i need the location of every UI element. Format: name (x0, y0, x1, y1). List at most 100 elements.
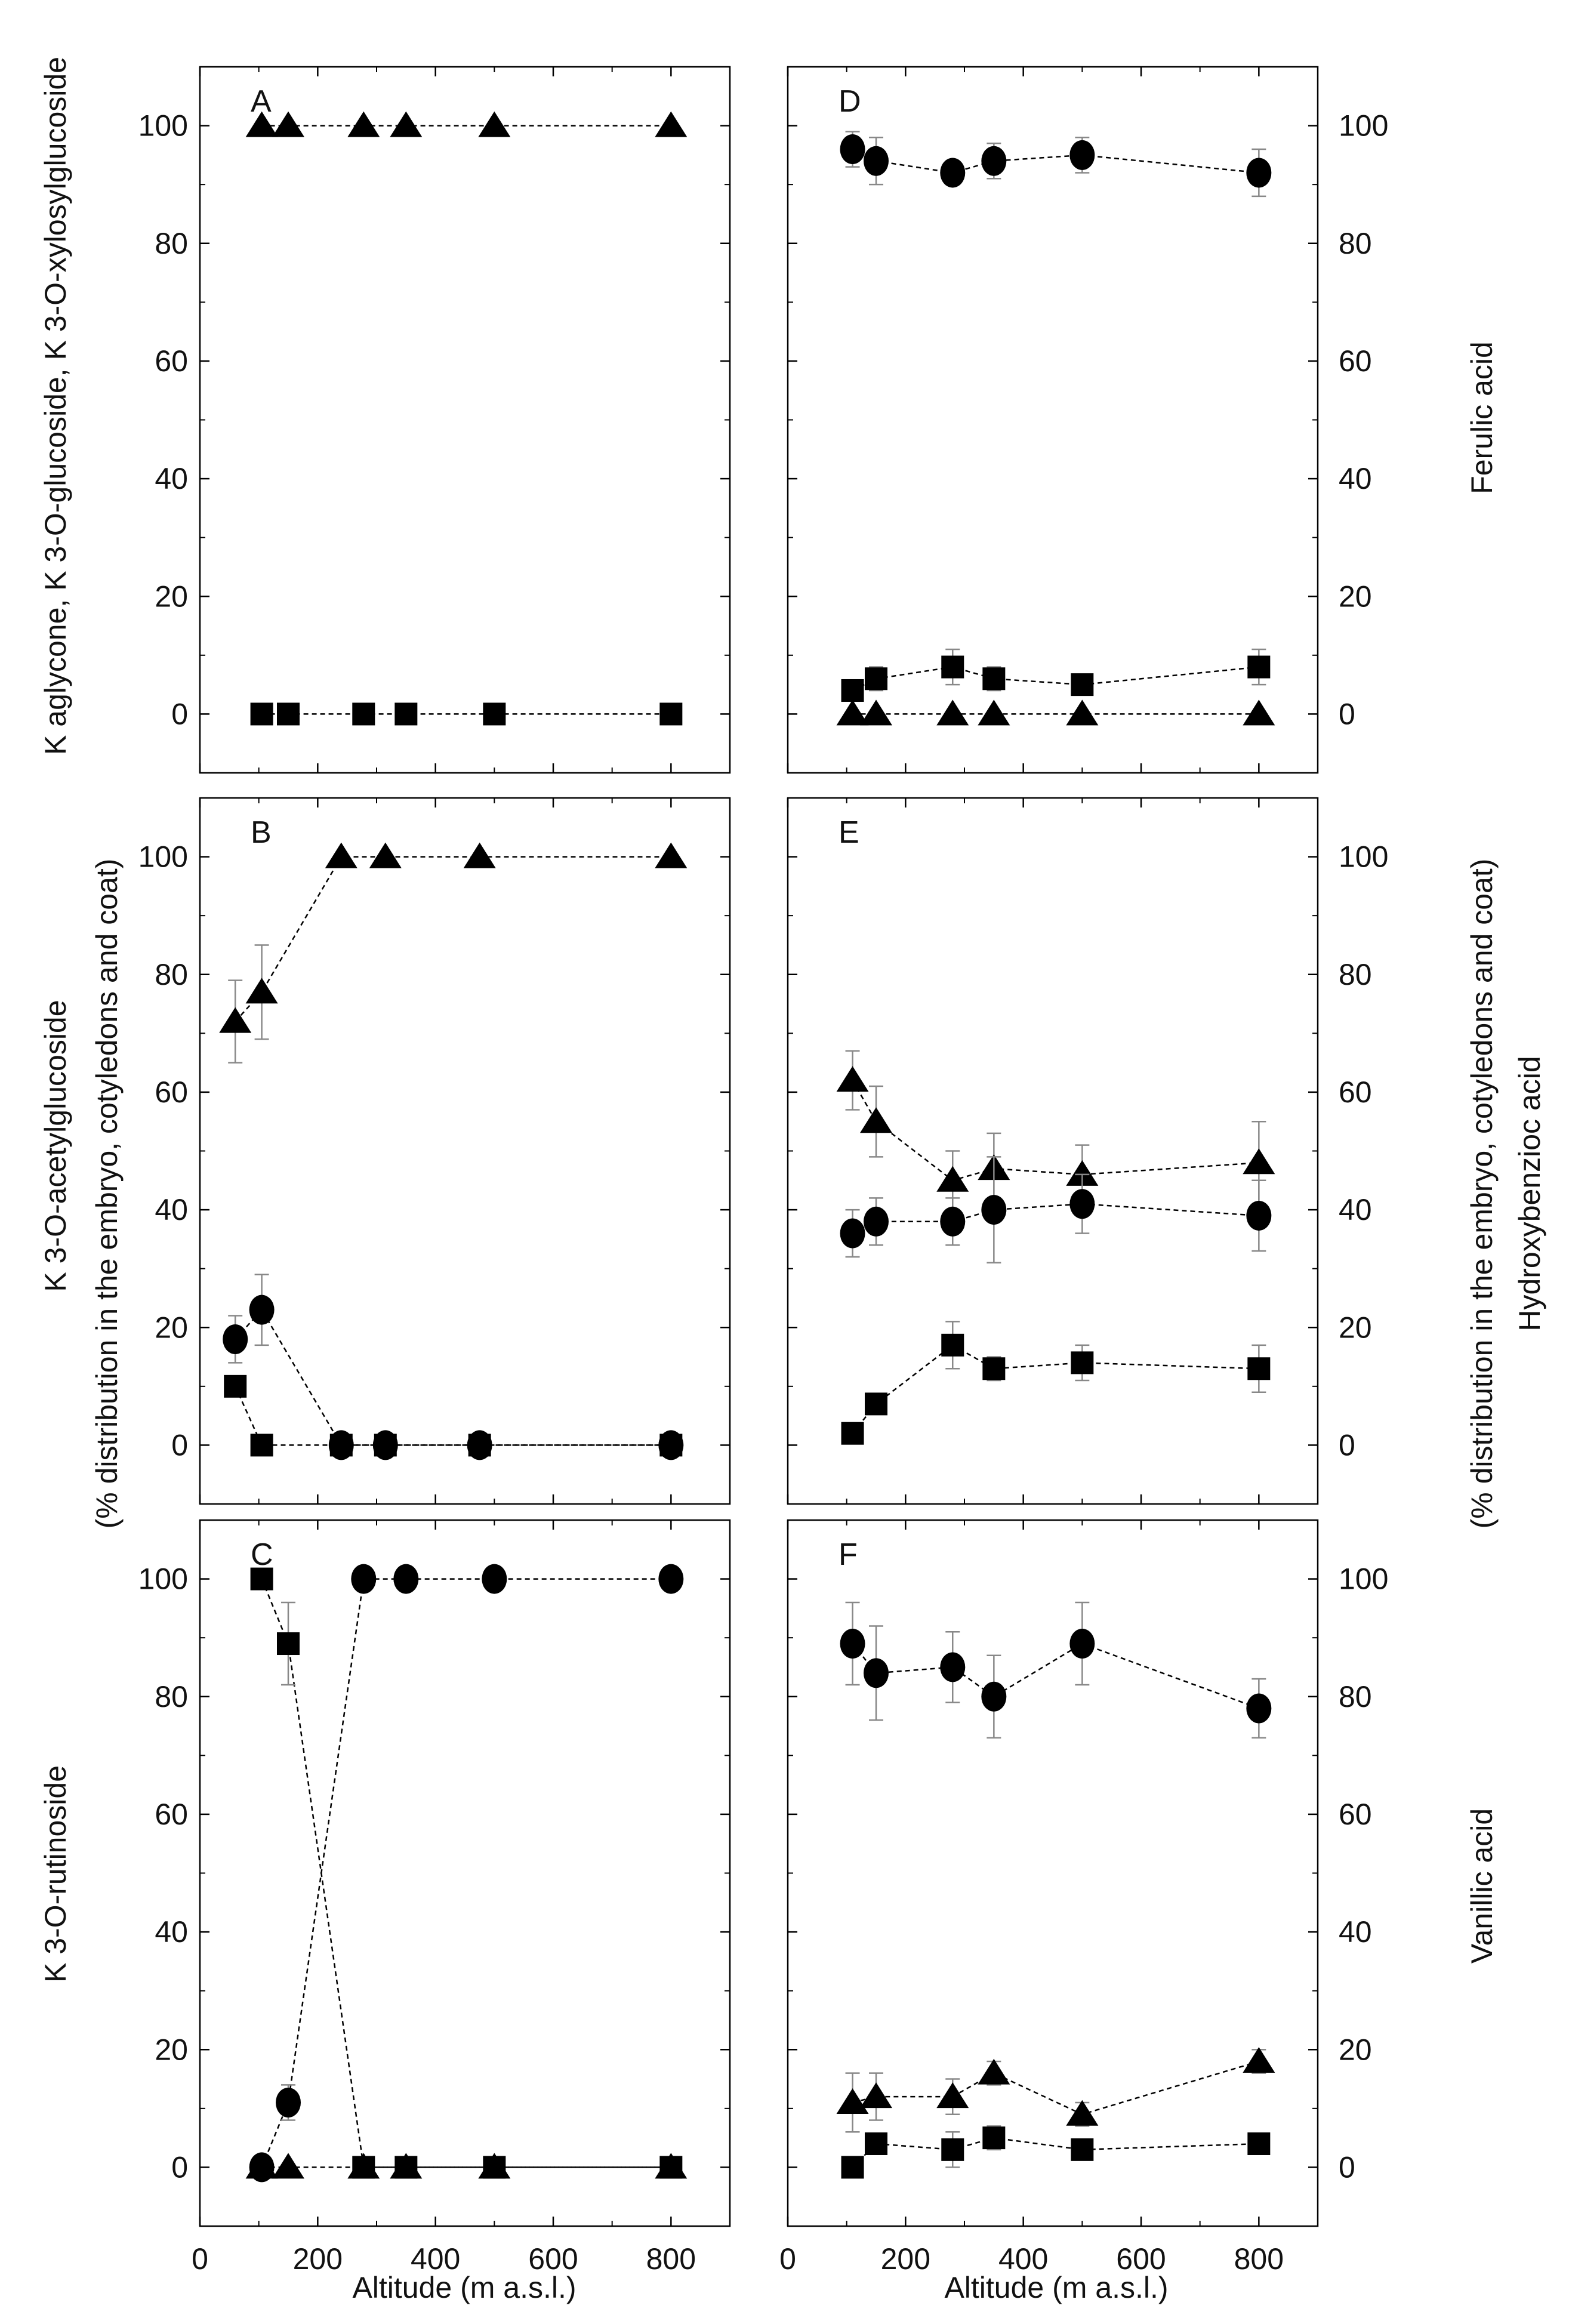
data-point-square (250, 1434, 273, 1457)
y-tick-label: 0 (1339, 2150, 1355, 2184)
y-tick-label: 80 (155, 227, 188, 260)
y-tick-label: 40 (155, 1193, 188, 1226)
x-tick-label: 0 (192, 2242, 208, 2276)
panel-f: F 0 20 40 60 80 100 0 200 400 600 800 (779, 1519, 1388, 2276)
data-point-square (277, 702, 300, 726)
data-point-square (483, 702, 506, 726)
data-point-triangle (936, 1166, 969, 1192)
panel-letter: C (251, 1537, 273, 1572)
y-tick-label: 100 (1339, 840, 1388, 874)
x-axis-title-right: Altitude (m a.s.l.) (944, 2271, 1168, 2304)
data-point-circle (981, 146, 1007, 176)
data-point-triangle (347, 111, 380, 137)
data-point-triangle (245, 111, 278, 137)
data-point-circle (223, 1324, 248, 1354)
data-point-triangle (390, 2153, 423, 2179)
data-point-triangle (245, 2153, 278, 2179)
data-point-square (394, 702, 418, 726)
data-point-triangle (478, 111, 511, 137)
data-point-circle (276, 2087, 301, 2118)
right-row-label-2: Hydroxybenzioc acid (1513, 1056, 1546, 1331)
data-point-circle (1246, 1693, 1272, 1724)
data-point-circle (940, 1206, 966, 1237)
data-point-triangle (655, 2153, 688, 2179)
y-tick-label: 20 (1339, 1311, 1372, 1344)
x-tick-label: 800 (646, 2242, 696, 2276)
y-tick-label: 80 (1339, 1680, 1372, 1713)
data-point-square (841, 2156, 864, 2179)
y-tick-label: 60 (155, 1798, 188, 1831)
data-point-square (250, 702, 273, 726)
y-tick-label: 40 (1339, 1193, 1372, 1226)
data-point-circle (658, 1564, 684, 1594)
data-point-square (374, 1434, 397, 1457)
data-point-square (941, 655, 964, 679)
y-tick-label: 80 (155, 958, 188, 991)
data-point-square (224, 1374, 247, 1398)
series-line-circle (235, 1308, 671, 1446)
left-row-label-3: K 3-O-rutinoside (39, 1765, 72, 1983)
data-point-triangle (272, 2153, 304, 2179)
series-line-circle (852, 148, 1259, 174)
series-line-triangle (852, 2060, 1259, 2116)
left-row-label-1: K aglycone, K 3-O-glucoside, K 3-O-xylos… (39, 57, 72, 755)
y-tick-label: 0 (1339, 697, 1355, 731)
data-point-square (841, 1422, 864, 1445)
panel-d: D 0 20 40 60 80 100 (787, 66, 1388, 774)
data-point-square (277, 1632, 300, 1656)
data-point-circle (1069, 1629, 1095, 1659)
y-tick-label: 60 (1339, 1798, 1372, 1831)
y-tick-label: 20 (155, 2033, 188, 2066)
y-tick-label: 20 (155, 1311, 188, 1344)
panel-e: E 0 20 40 60 80 100 (787, 797, 1388, 1505)
series-line-square (261, 1579, 671, 2168)
x-tick-label: 600 (528, 2242, 578, 2276)
x-tick-label: 200 (881, 2242, 930, 2276)
x-tick-label: 400 (411, 2242, 460, 2276)
data-point-circle (981, 1195, 1007, 1225)
data-point-square (468, 1434, 491, 1457)
panel-letter: E (839, 815, 859, 850)
data-point-triangle (478, 2153, 511, 2179)
x-tick-label: 600 (1116, 2242, 1166, 2276)
data-point-triangle (219, 1007, 252, 1033)
data-point-triangle (347, 2153, 380, 2179)
panel-b: B 0 20 40 60 80 100 (138, 797, 731, 1505)
y-tick-label: 100 (138, 109, 188, 143)
y-tick-label: 20 (1339, 2033, 1372, 2066)
panel-frame (787, 66, 1319, 774)
y-tick-label: 20 (1339, 580, 1372, 613)
data-point-circle (940, 158, 966, 188)
series-line-square (235, 1386, 671, 1446)
series-line-circle (261, 1578, 671, 2168)
data-point-triangle (463, 842, 496, 868)
data-point-circle (864, 1658, 889, 1688)
y-tick-label: 60 (1339, 1075, 1372, 1109)
data-point-square (1247, 1357, 1271, 1380)
data-point-square (250, 1567, 273, 1591)
y-tick-label: 40 (1339, 1915, 1372, 1949)
data-point-square (865, 667, 887, 691)
data-point-triangle (860, 699, 892, 726)
y-tick-label: 80 (155, 1680, 188, 1713)
y-tick-label: 60 (1339, 344, 1372, 378)
panel-letter: F (839, 1537, 858, 1572)
x-tick-label: 0 (779, 2242, 796, 2276)
data-point-triangle (836, 2088, 869, 2114)
data-point-circle (351, 1564, 377, 1594)
data-point-triangle (655, 111, 688, 137)
series-line-square (852, 666, 1259, 692)
panel-frame (199, 797, 731, 1505)
y-tick-label: 40 (1339, 462, 1372, 495)
data-point-square (352, 702, 375, 726)
y-tick-label: 0 (171, 697, 188, 731)
x-axis-title-left: Altitude (m a.s.l.) (352, 2271, 576, 2304)
panel-c: C 0 20 40 60 80 100 0 200 400 600 800 (138, 1519, 731, 2276)
series-line-triangle (235, 856, 671, 1022)
panel-frame (787, 1519, 1319, 2227)
data-point-square (659, 1434, 683, 1457)
data-point-triangle (1066, 2100, 1099, 2126)
data-point-square (659, 702, 683, 726)
